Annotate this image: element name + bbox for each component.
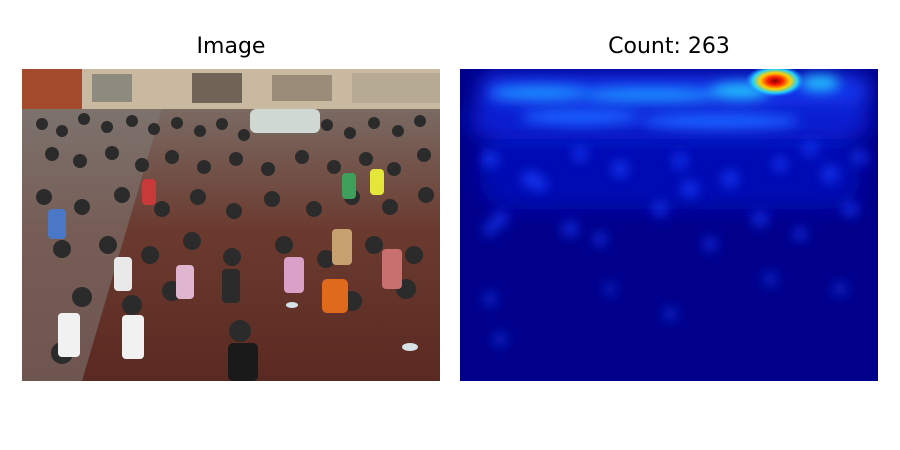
car: [250, 109, 320, 133]
density-hotspot: [745, 69, 805, 97]
density-heatmap-graphic: [460, 69, 878, 381]
image-panel-title: Image: [196, 34, 266, 59]
crowd-photo-graphic: [22, 69, 440, 381]
crowd-figures: [36, 113, 434, 381]
density-heatmap: [460, 69, 878, 381]
crowd-photo: [22, 69, 440, 381]
density-map-title: Count: 263: [608, 34, 730, 59]
